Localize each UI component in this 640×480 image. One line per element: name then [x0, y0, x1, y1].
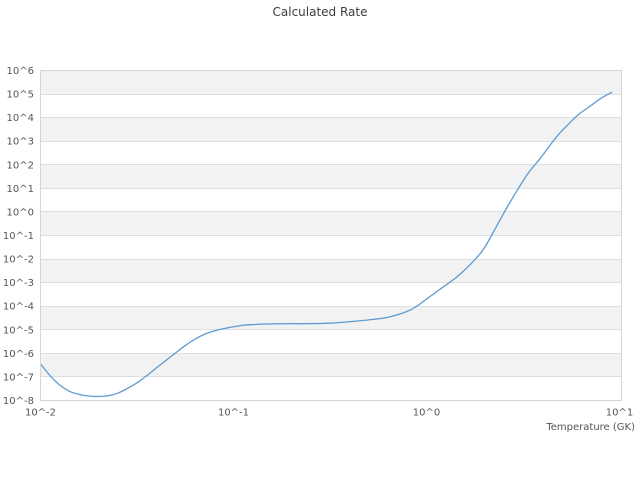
- y-tick-label: 10^-3: [3, 278, 34, 289]
- y-tick-label: 10^2: [7, 160, 34, 171]
- plot-band: [40, 164, 622, 189]
- plot-band: [40, 306, 622, 330]
- x-axis-label: Temperature (GK): [546, 422, 635, 433]
- plot-band: [40, 211, 622, 236]
- y-tick-label: 10^-7: [3, 372, 34, 383]
- plot-band: [40, 117, 622, 142]
- y-tick-label: 10^-8: [3, 396, 34, 407]
- rate-curve: [39, 91, 613, 398]
- y-tick-label: 10^-2: [3, 255, 34, 266]
- x-tick-label: 10^-2: [25, 408, 56, 419]
- plot-band: [40, 353, 622, 377]
- y-tick-label: 10^-5: [3, 325, 34, 336]
- y-tick-label: 10^3: [7, 137, 34, 148]
- plot-band: [40, 70, 622, 95]
- y-tick-label: 10^6: [7, 66, 34, 77]
- y-tick-label: 10^1: [7, 184, 34, 195]
- x-tick-label: 10^1: [606, 408, 633, 419]
- plot-band: [40, 259, 622, 283]
- y-tick-label: 10^-4: [3, 302, 34, 313]
- y-tick-label: 10^-6: [3, 349, 34, 360]
- y-tick-label: 10^0: [7, 207, 34, 218]
- chart-title: Calculated Rate: [272, 5, 368, 19]
- y-tick-label: 10^-1: [3, 231, 34, 242]
- y-tick-label: 10^4: [7, 113, 34, 124]
- y-tick-label: 10^5: [7, 90, 34, 101]
- plot-frame: [40, 70, 622, 401]
- x-tick-label: 10^-1: [218, 408, 249, 419]
- x-tick-label: 10^0: [413, 408, 440, 419]
